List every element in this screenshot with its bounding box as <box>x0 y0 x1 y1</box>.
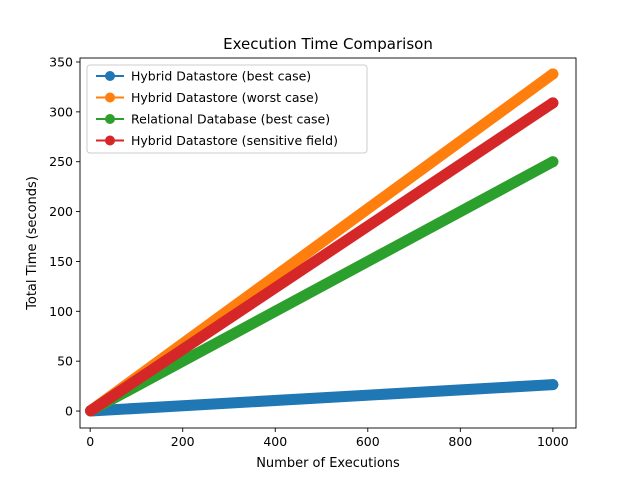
series-4 <box>85 97 559 417</box>
legend-label: Hybrid Datastore (best case) <box>131 69 311 84</box>
legend-item-1: Hybrid Datastore (best case) <box>96 69 311 84</box>
x-tick-label: 600 <box>356 434 380 449</box>
x-axis-ticks: 0 200 400 600 800 1000 <box>86 428 569 449</box>
legend: Hybrid Datastore (best case) Hybrid Datas… <box>86 64 368 154</box>
y-tick-label: 150 <box>49 254 73 269</box>
x-tick-label: 1000 <box>537 434 569 449</box>
legend-item-4: Hybrid Datastore (sensitive field) <box>96 133 338 148</box>
y-tick-label: 50 <box>57 354 73 369</box>
x-tick-label: 0 <box>86 434 94 449</box>
legend-label: Hybrid Datastore (sensitive field) <box>131 133 338 148</box>
series-layer <box>85 68 559 417</box>
chart-title: Execution Time Comparison <box>223 35 433 53</box>
x-tick-label: 400 <box>263 434 287 449</box>
legend-swatch-marker <box>105 135 115 146</box>
y-axis-label: Total Time (seconds) <box>25 176 40 311</box>
series-4-start-point <box>85 405 97 417</box>
series-1-end-point <box>547 379 559 391</box>
legend-item-3: Relational Database (best case) <box>96 112 330 127</box>
series-1-line <box>85 379 559 417</box>
legend-label: Relational Database (best case) <box>131 112 330 127</box>
series-4-line <box>85 97 559 417</box>
x-tick-label: 200 <box>171 434 195 449</box>
legend-swatch-marker <box>105 114 115 124</box>
plot-frame <box>79 57 577 429</box>
x-axis-label: Number of Executions <box>256 456 400 471</box>
legend-swatch-marker <box>105 92 115 103</box>
y-tick-label: 100 <box>49 304 73 319</box>
y-tick-label: 350 <box>49 54 73 69</box>
series-4-end-point <box>547 97 559 109</box>
series-3-line <box>85 156 559 417</box>
y-tick-label: 250 <box>49 154 73 169</box>
legend-items: Hybrid Datastore (best case) Hybrid Datas… <box>96 69 338 148</box>
series-2-end-point <box>547 68 559 80</box>
y-tick-label: 0 <box>65 404 73 419</box>
legend-swatch-marker <box>105 71 115 81</box>
legend-label: Hybrid Datastore (worst case) <box>131 90 319 105</box>
x-tick-label: 800 <box>448 434 472 449</box>
y-axis-ticks: 0 50 100 150 200 250 300 350 <box>49 54 80 419</box>
y-tick-label: 300 <box>49 104 73 119</box>
y-tick-label: 200 <box>49 204 73 219</box>
legend-item-2: Hybrid Datastore (worst case) <box>96 90 319 105</box>
legend-frame <box>86 64 368 154</box>
series-3-end-point <box>547 156 559 168</box>
